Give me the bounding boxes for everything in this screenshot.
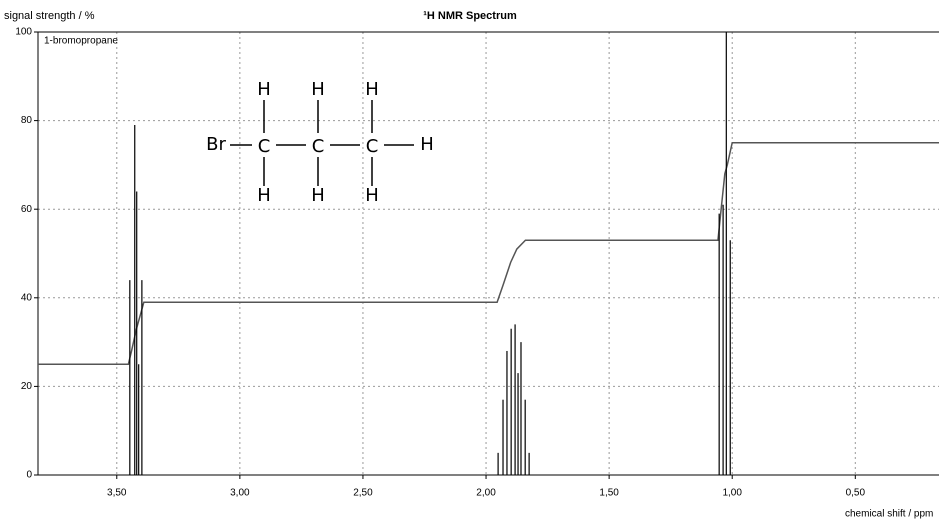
x-tick-label: 3,50 [107,488,127,499]
atom: H [365,79,379,100]
atom: H [257,185,271,206]
y-axis-label: signal strength / % [4,10,95,22]
chart-title: ¹H NMR Spectrum [423,10,517,22]
atom: H [420,134,434,155]
x-tick-label: 3,00 [230,488,250,499]
annotation: 1-bromopropane [44,36,118,47]
atom: H [311,185,325,206]
integral-line [38,142,939,365]
x-tick-label: 2,50 [353,488,373,499]
structure: Br C C C H H H H H H H H [206,79,434,206]
y-tick-label: 20 [21,381,33,392]
y-tick-label: 40 [21,292,33,303]
atom: Br [206,134,226,155]
atom: H [257,79,271,100]
x-tick-label: 1,00 [722,488,742,499]
y-tick-label: 80 [21,115,33,126]
atom: C [258,136,271,157]
x-tick-label: 0,50 [846,488,866,499]
atom: H [311,79,325,100]
x-tick-label: 1,50 [599,488,619,499]
x-axis-label: chemical shift / ppm [845,509,933,520]
y-tick-label: 60 [21,204,33,215]
atom: C [312,136,325,157]
y-tick-label: 0 [26,470,32,481]
y-tick-label: 100 [15,27,32,38]
x-tick-label: 2,00 [476,488,496,499]
atom: H [365,185,379,206]
atom: C [366,136,379,157]
